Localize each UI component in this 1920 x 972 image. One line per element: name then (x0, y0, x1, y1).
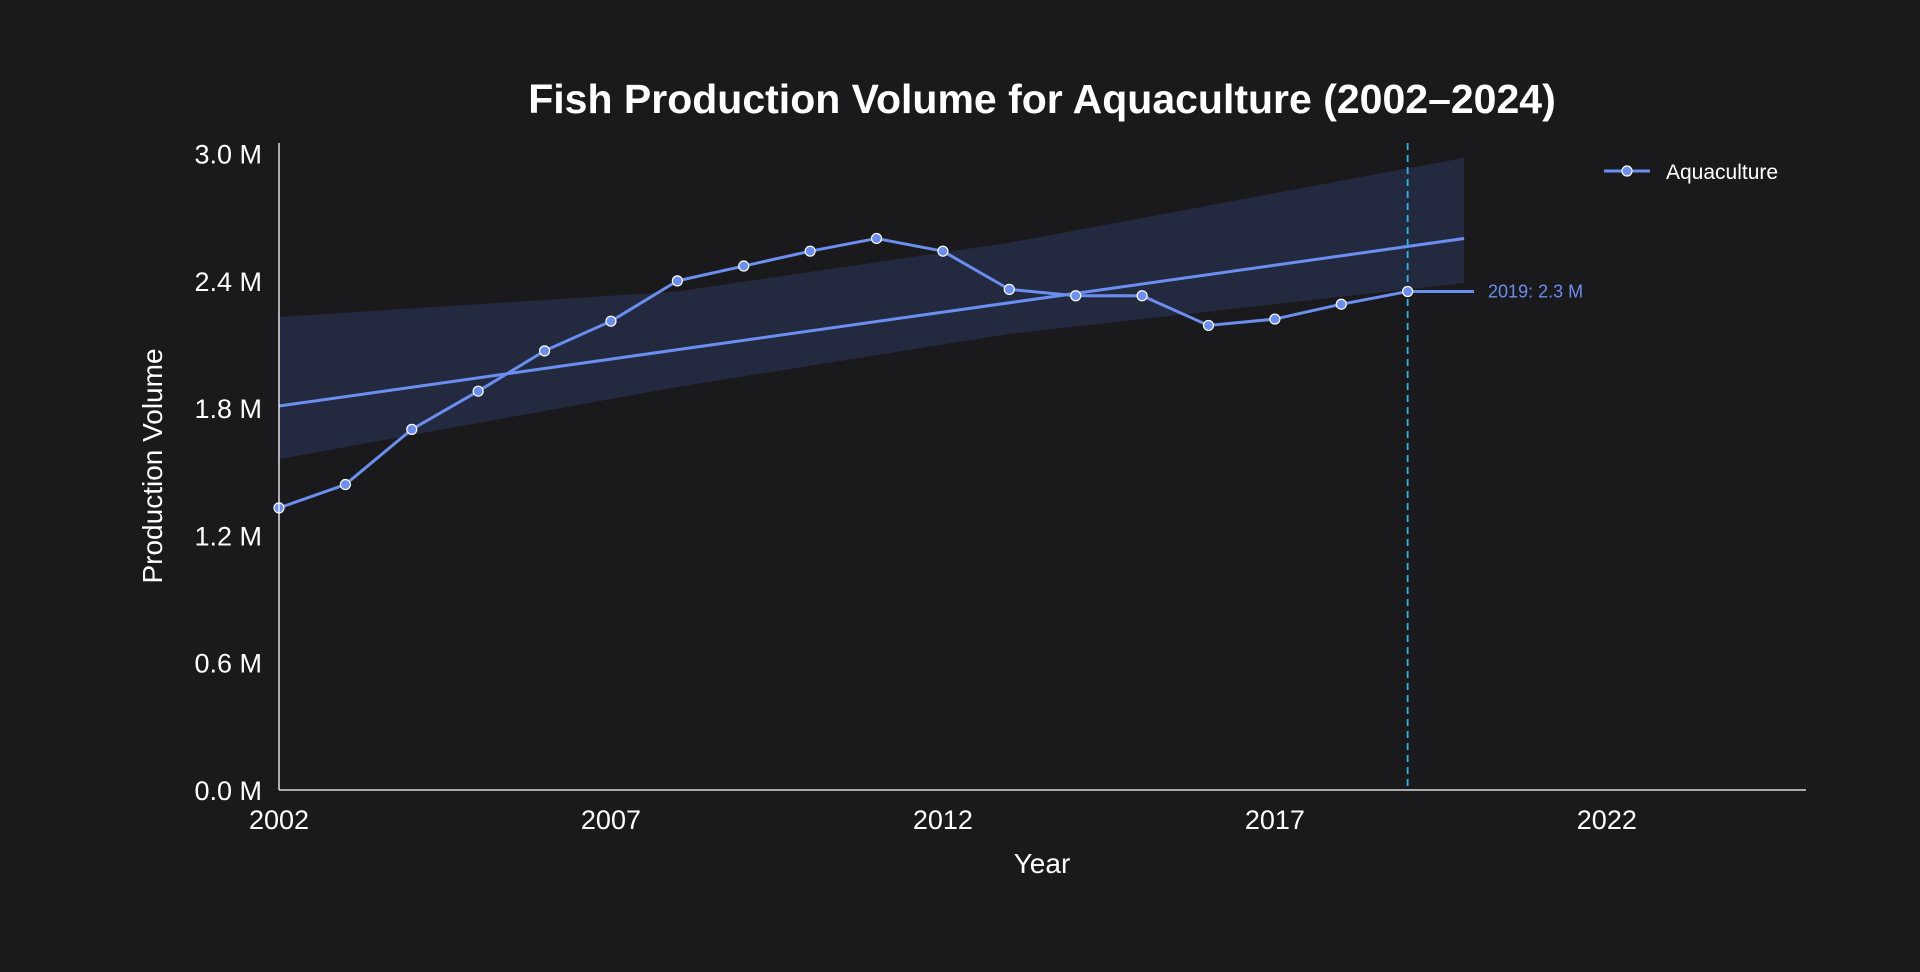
chart-title: Fish Production Volume for Aquaculture (… (528, 76, 1556, 122)
legend: Aquaculture (1604, 161, 1778, 184)
data-point-2011 (870, 232, 883, 245)
x-tick-label: 2017 (1245, 805, 1305, 835)
confidence-band (279, 157, 1465, 460)
legend-marker (1621, 165, 1633, 177)
y-tick-label: 0.6 M (194, 649, 262, 679)
data-point-2004 (406, 423, 418, 435)
y-tick-label: 2.4 M (194, 267, 262, 297)
trend-line (278, 236, 1465, 408)
data-point-2015 (1136, 290, 1148, 302)
y-tick-label: 3.0 M (194, 140, 262, 170)
legend-label: Aquaculture (1666, 161, 1778, 184)
series-line (278, 236, 1408, 510)
data-point-2005 (472, 385, 484, 397)
data-point-2007 (605, 315, 617, 327)
data-point-2006 (538, 345, 551, 357)
data-point-2019 (1402, 285, 1414, 298)
data-point-2010 (804, 245, 816, 257)
x-axis-label: Year (1014, 848, 1071, 879)
x-tick-label: 2012 (913, 805, 973, 835)
data-point-2003 (339, 478, 351, 491)
data-point-2016 (1202, 319, 1215, 332)
annotation-label: 2019: 2.3 M (1488, 281, 1583, 301)
data-point-2013 (1003, 283, 1015, 295)
x-tick-label: 2002 (249, 805, 309, 835)
data-point-2018 (1335, 298, 1347, 310)
y-tick-label: 0.0 M (194, 776, 262, 806)
y-axis-label: Production Volume (137, 348, 168, 583)
data-point-2012 (937, 245, 949, 257)
data-point-2009 (738, 260, 750, 272)
x-tick-label: 2007 (581, 805, 641, 835)
x-tick-label: 2022 (1577, 805, 1637, 835)
data-point-2014 (1070, 290, 1082, 302)
y-tick-label: 1.8 M (194, 394, 262, 424)
data-point-2008 (671, 275, 683, 287)
y-tick-label: 1.2 M (194, 521, 262, 551)
data-point-2017 (1269, 313, 1281, 325)
